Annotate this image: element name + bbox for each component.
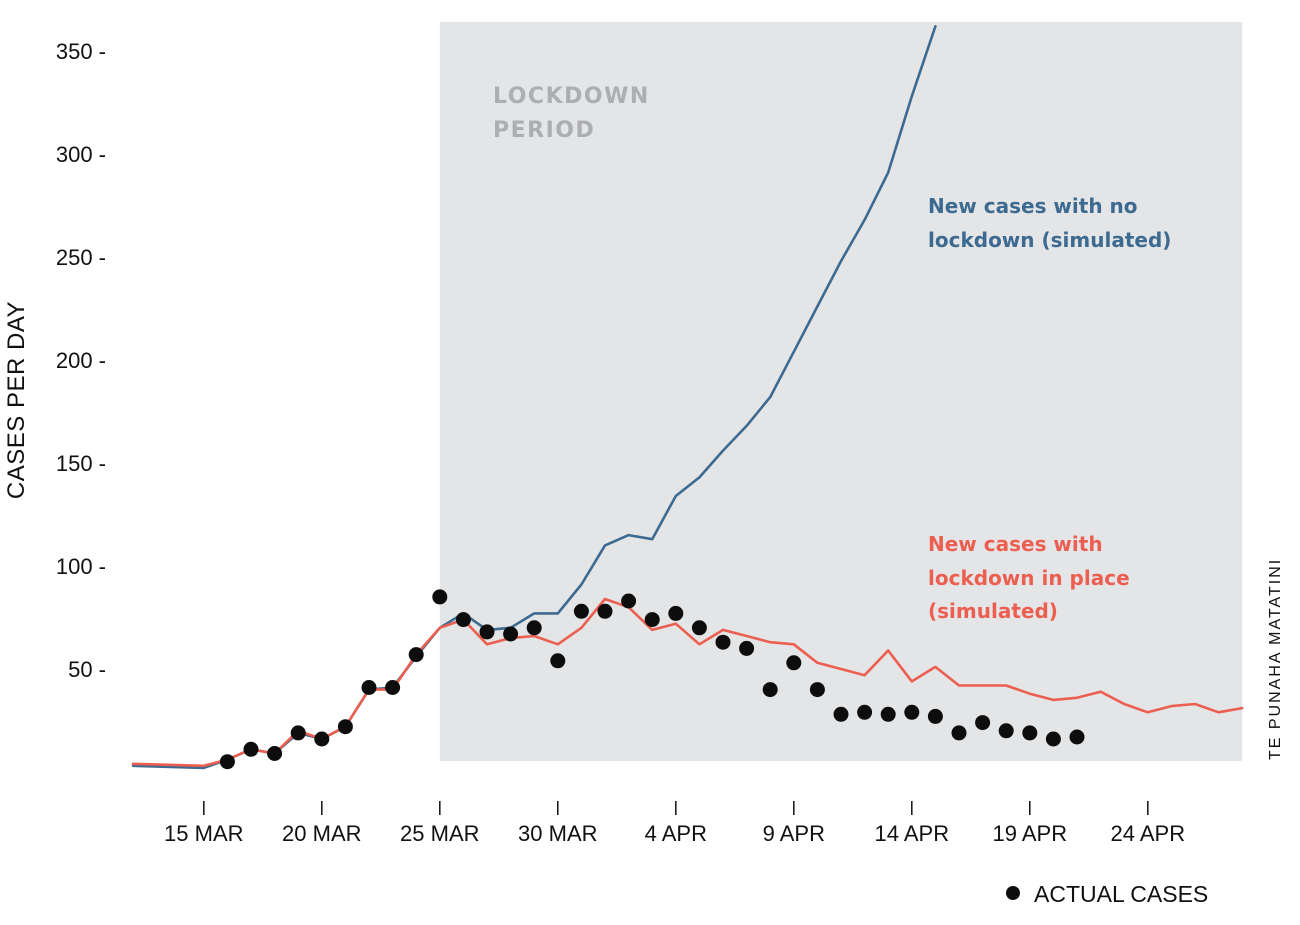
y-tick-label: 350 - xyxy=(56,39,106,64)
actual-cases-point xyxy=(361,680,377,695)
actual-cases-point xyxy=(857,704,873,720)
lockdown-label-line-1: New cases with xyxy=(928,532,1103,556)
y-axis-title: CASES PER DAY xyxy=(3,301,30,499)
actual-cases-point xyxy=(219,754,235,770)
actual-cases-point xyxy=(715,634,731,650)
actual-cases-point xyxy=(668,605,684,621)
lockdown-label-line-1: LOCKDOWN xyxy=(493,84,650,109)
actual-cases-point xyxy=(550,653,566,669)
y-tick-label: 150 - xyxy=(56,451,106,476)
actual-cases-point xyxy=(621,593,637,609)
no-lockdown-label-line-1: New cases with no xyxy=(928,194,1138,218)
x-tick-label: 25 MAR xyxy=(400,821,479,846)
actual-cases-point xyxy=(432,589,448,605)
y-tick-label: 100 - xyxy=(56,554,106,579)
y-tick-label: 50 - xyxy=(68,657,106,682)
actual-cases-point xyxy=(1045,731,1061,747)
lockdown-period-label: LOCKDOWN PERIOD xyxy=(493,84,659,143)
actual-cases-point xyxy=(526,620,542,636)
lockdown-label-line-2: PERIOD xyxy=(493,118,595,143)
actual-cases-point xyxy=(762,682,778,698)
actual-cases-point xyxy=(1069,729,1085,745)
x-tick-label: 15 MAR xyxy=(164,821,243,846)
legend-actual-cases-marker xyxy=(1006,886,1020,900)
actual-cases-point xyxy=(998,723,1014,739)
x-tick-label: 19 APR xyxy=(992,821,1067,846)
actual-cases-point xyxy=(833,706,849,722)
actual-cases-point xyxy=(644,612,660,628)
lockdown-label-line-3: (simulated) xyxy=(928,599,1058,623)
no-lockdown-series-label: New cases with no lockdown (simulated) xyxy=(928,194,1171,252)
actual-cases-point xyxy=(1022,725,1038,741)
actual-cases-point xyxy=(809,682,825,698)
actual-cases-point xyxy=(243,741,259,757)
actual-cases-point xyxy=(408,647,424,663)
actual-cases-point xyxy=(455,612,471,628)
actual-cases-point xyxy=(951,725,967,741)
actual-cases-point xyxy=(597,603,613,619)
lockdown-line xyxy=(131,597,1244,768)
no-lockdown-label-line-2: lockdown (simulated) xyxy=(928,228,1171,252)
actual-cases-point xyxy=(904,704,920,720)
x-tick-label: 20 MAR xyxy=(282,821,361,846)
x-tick-label: 4 APR xyxy=(645,821,707,846)
no-lockdown-line xyxy=(131,24,937,770)
y-axis: 50 - 100 - 150 - 200 - 250 - 300 - 350 - xyxy=(56,39,106,682)
actual-cases-point xyxy=(880,706,896,722)
x-tick-label: 14 APR xyxy=(874,821,949,846)
y-tick-label: 300 - xyxy=(56,142,106,167)
actual-cases-point xyxy=(290,725,306,741)
lockdown-label-line-2: lockdown in place xyxy=(928,566,1130,590)
lockdown-period-shade xyxy=(439,22,1243,761)
series-layer xyxy=(131,24,1244,770)
lockdown-series-label: New cases with lockdown in place (simula… xyxy=(928,532,1137,623)
source-credit: TE PUNAHA MATATINI xyxy=(1267,558,1284,760)
actual-cases-point xyxy=(503,626,519,642)
y-tick-label: 250 - xyxy=(56,245,106,270)
actual-cases-point xyxy=(786,655,802,671)
actual-cases-point xyxy=(691,620,707,636)
actual-cases-point xyxy=(314,731,330,747)
x-tick-label: 24 APR xyxy=(1110,821,1185,846)
x-tick-label: 9 APR xyxy=(763,821,825,846)
actual-cases-point xyxy=(739,640,755,656)
actual-cases-points xyxy=(219,589,1085,770)
legend-actual-cases-label: ACTUAL CASES xyxy=(1034,881,1208,907)
actual-cases-point xyxy=(337,719,353,735)
y-tick-label: 200 - xyxy=(56,348,106,373)
x-axis: 15 MAR 20 MAR 25 MAR 30 MAR 4 APR 9 APR 14 APR… xyxy=(164,801,1185,846)
actual-cases-point xyxy=(385,680,401,695)
actual-cases-point xyxy=(479,624,495,640)
actual-cases-point xyxy=(975,715,991,731)
x-tick-label: 30 MAR xyxy=(518,821,597,846)
legend: ACTUAL CASES xyxy=(1006,881,1208,907)
actual-cases-point xyxy=(927,708,943,724)
actual-cases-point xyxy=(267,746,283,761)
actual-cases-point xyxy=(573,603,589,619)
